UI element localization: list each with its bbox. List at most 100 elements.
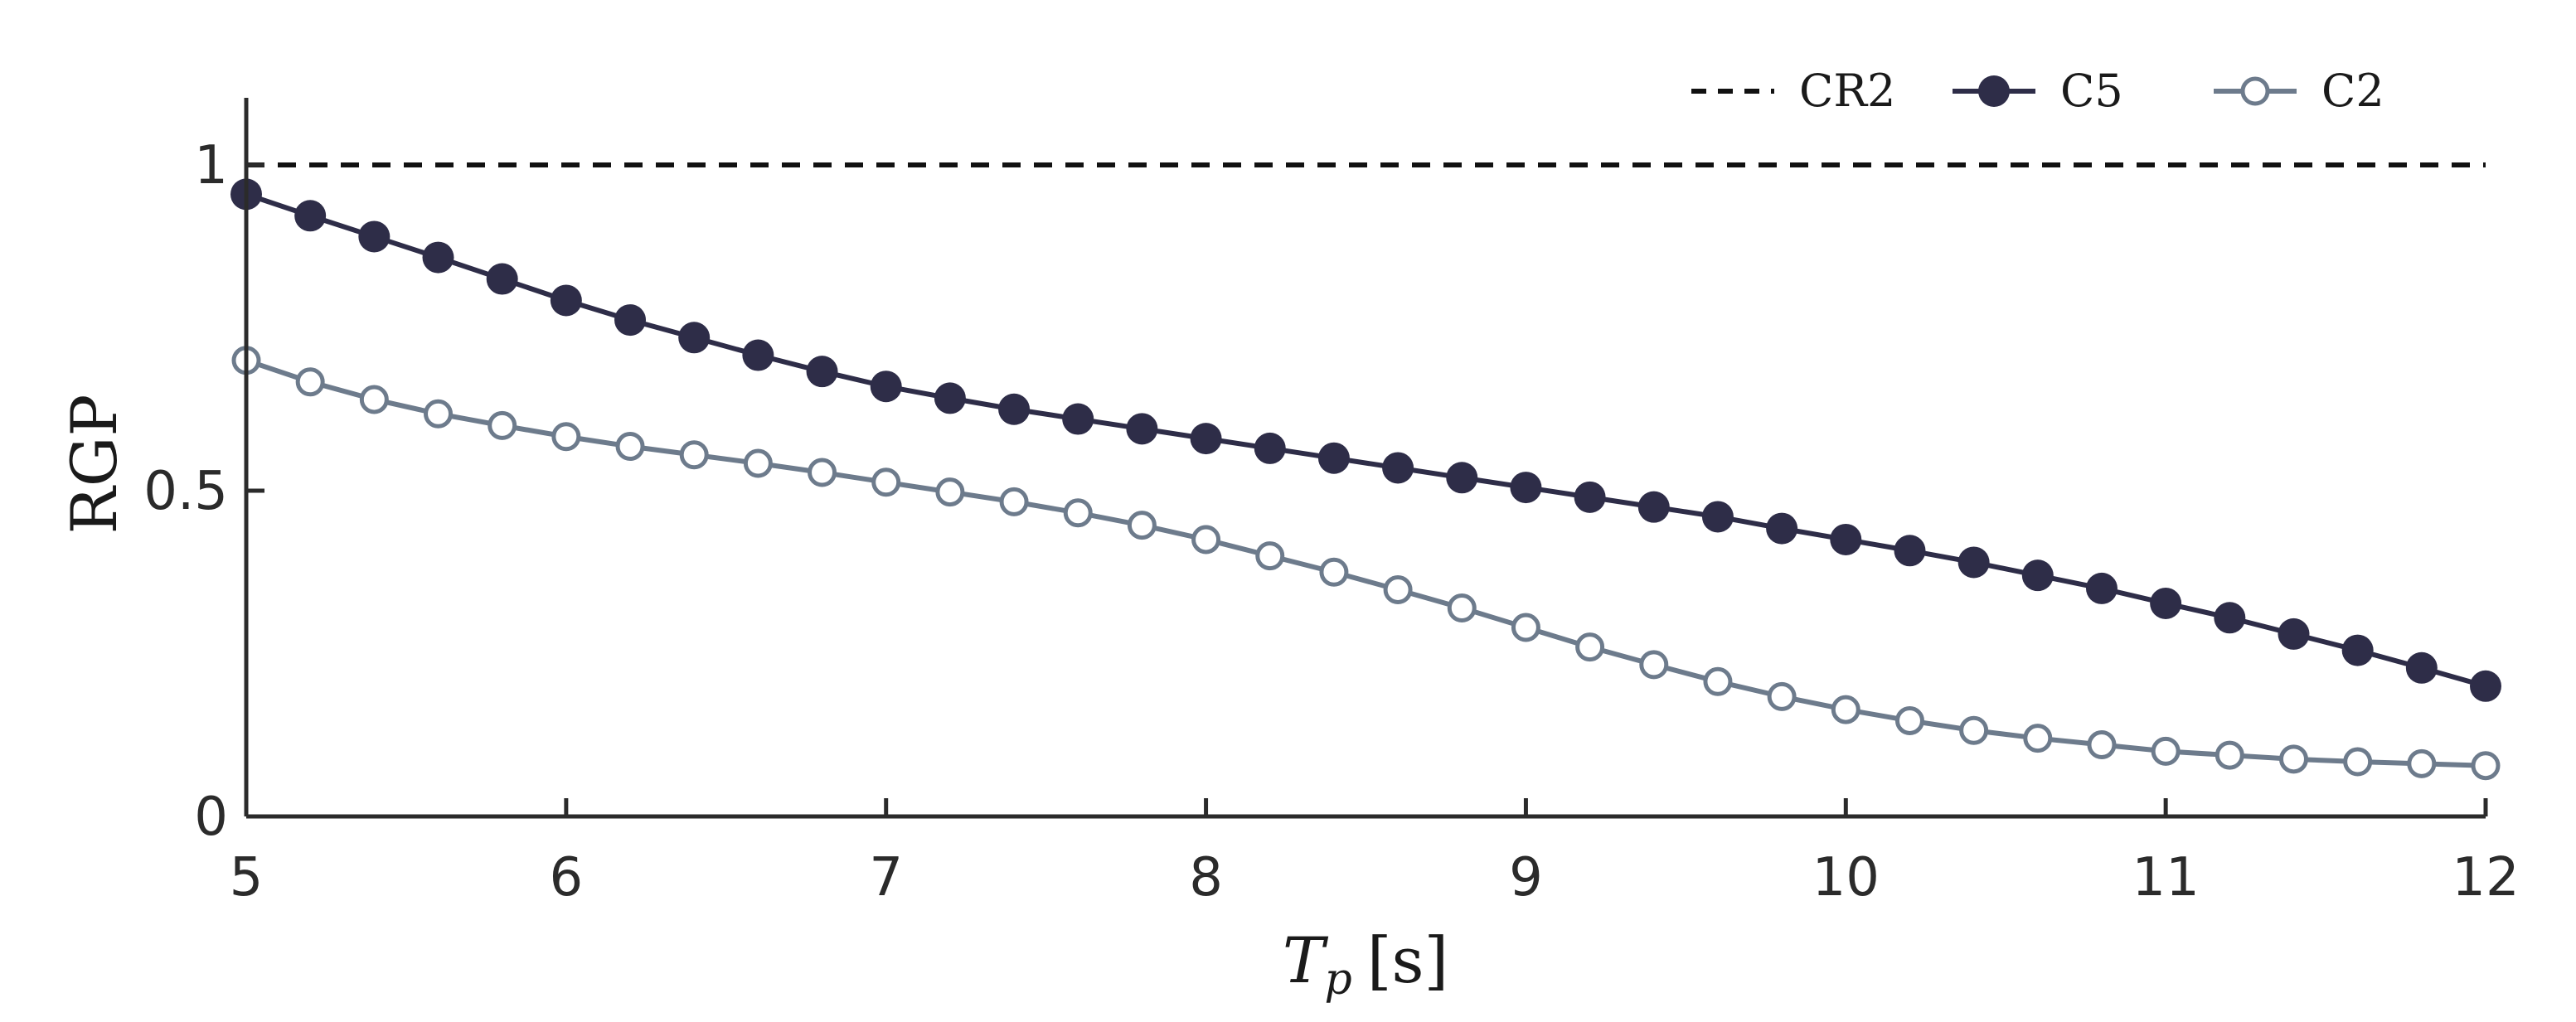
series-c2-point <box>1255 541 1285 571</box>
series-c5-point <box>1637 491 1670 523</box>
series-c2-point <box>871 467 901 497</box>
series-c2-point <box>679 440 709 470</box>
series-c2-point <box>1127 511 1157 540</box>
y-tick-label: 0 <box>194 787 228 848</box>
series-c2-point <box>1383 574 1413 604</box>
series-c5-point <box>1126 413 1158 445</box>
series-c5-point <box>2341 634 2374 666</box>
series-c2-point <box>1575 632 1605 662</box>
y-axis-label: RGP <box>57 394 131 534</box>
series-c2-point <box>2278 744 2308 774</box>
legend-label-c5: C5 <box>2060 65 2123 117</box>
series-c5-point <box>806 356 838 388</box>
series-c2-point <box>808 458 837 487</box>
x-ticks: 5 6 7 8 9 10 11 12 <box>230 798 2520 908</box>
series-c2-point <box>1703 666 1733 696</box>
x-axis-label: Tp [s] <box>1283 923 1448 1005</box>
series-c2-point <box>488 410 517 440</box>
series-c5-point <box>2021 559 2054 592</box>
x-axis-label-main: T <box>1283 923 1329 997</box>
x-tick-label: 10 <box>1812 847 1880 908</box>
series-c2-point <box>295 367 325 397</box>
series-c2-line <box>245 357 2486 768</box>
series-c2-point <box>1894 705 1924 735</box>
series-c5-point <box>614 304 647 337</box>
y-tick-label: 0.5 <box>143 461 228 522</box>
series-c2-point <box>1511 613 1540 642</box>
legend: CR2 C5 C2 <box>1691 65 2384 117</box>
legend-marker-c5 <box>1978 75 2010 107</box>
series-c2-point <box>999 487 1029 516</box>
series-c2-point <box>1063 498 1093 528</box>
x-tick-label: 8 <box>1189 847 1223 908</box>
series-c2-point <box>615 432 645 462</box>
series-c2-point <box>424 399 454 429</box>
series-c5-point <box>678 322 711 354</box>
series-c2-point <box>2471 751 2501 781</box>
series-c5-point <box>294 200 327 232</box>
series-c5-point <box>1317 442 1350 474</box>
x-tick-label: 12 <box>2452 847 2519 908</box>
series-c5-point <box>486 263 518 295</box>
y-tick-label: 1 <box>194 135 228 196</box>
series-c5-point <box>2214 602 2246 634</box>
series-c2-point <box>1959 715 1989 745</box>
series-c5-point <box>1766 512 1798 545</box>
series-c2-point <box>2023 724 2053 753</box>
series-c2-point <box>1319 557 1349 587</box>
series-c2-point <box>2215 740 2244 770</box>
series-c5-point <box>2470 670 2501 702</box>
series-c5-point <box>1830 523 1862 555</box>
series-c2-point <box>1447 593 1477 622</box>
series-c5-point <box>1446 462 1478 494</box>
legend-item-c2: C2 <box>2214 65 2384 117</box>
series-c5-point <box>1254 432 1286 464</box>
legend-item-c5: C5 <box>1953 65 2123 117</box>
series-c2 <box>231 346 2501 781</box>
legend-item-cr2: CR2 <box>1691 65 1895 117</box>
x-tick-label: 6 <box>549 847 583 908</box>
series-c2-point <box>1767 681 1797 711</box>
legend-marker-c2 <box>2240 76 2270 106</box>
series-c5-point <box>742 339 774 371</box>
series-c5-point <box>358 220 391 253</box>
x-tick-label: 5 <box>230 847 264 908</box>
x-tick-label: 11 <box>2132 847 2199 908</box>
series-c5-point <box>934 382 966 414</box>
series-c2-point <box>2407 748 2437 778</box>
series-c5-point <box>1510 472 1542 504</box>
series-c5-point <box>870 371 902 403</box>
series-c5-point <box>1894 535 1926 567</box>
series-c5-point <box>998 393 1031 425</box>
series-c2-point <box>359 385 389 414</box>
series-c2-point <box>2343 747 2373 777</box>
legend-label-cr2: CR2 <box>1799 65 1895 117</box>
series-c5-point <box>2085 572 2118 604</box>
series-c2-point <box>743 448 773 478</box>
series-c5-point <box>1957 546 1990 579</box>
series-c5-point <box>422 241 454 274</box>
series-c5-point <box>1382 452 1414 484</box>
series-c5-point <box>1701 501 1734 533</box>
series-c5 <box>230 178 2501 702</box>
series-c5-point <box>1190 423 1222 455</box>
series-c2-point <box>551 422 581 452</box>
x-axis-label-unit: [s] <box>1367 923 1448 997</box>
x-tick-label: 7 <box>869 847 903 908</box>
series-c2-point <box>935 477 965 507</box>
series-c5-point <box>2405 651 2438 684</box>
series-c2-point <box>1639 650 1669 680</box>
series-c2-point <box>2151 736 2181 766</box>
legend-label-c2: C2 <box>2321 65 2384 117</box>
series-c5-point <box>1574 481 1606 513</box>
x-axis-label-subscript: p <box>1325 955 1352 1005</box>
plot-area <box>230 162 2501 781</box>
series-c2-point <box>1191 525 1221 555</box>
x-tick-label: 9 <box>1509 847 1543 908</box>
axes <box>244 98 2486 819</box>
y-ticks: 00.51 <box>143 135 264 848</box>
series-c5-point <box>2278 618 2310 650</box>
series-c2-point <box>2087 730 2117 760</box>
series-c5-point <box>2150 587 2182 619</box>
